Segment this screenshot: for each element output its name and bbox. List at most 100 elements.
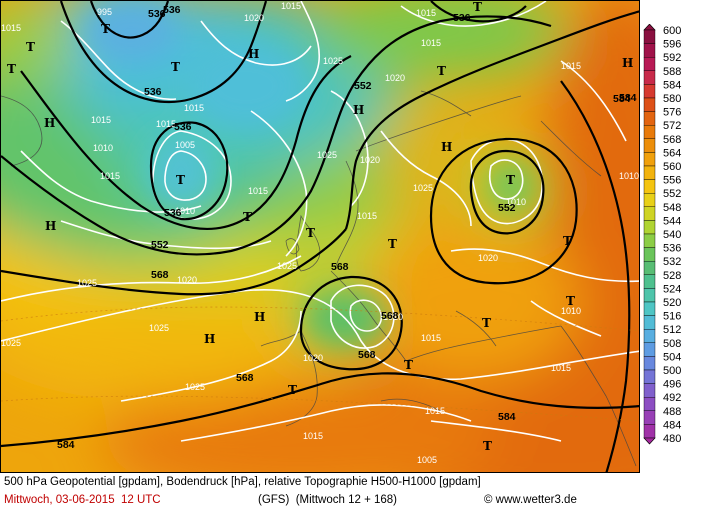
pressure-label: 1010 (619, 171, 639, 181)
legend-swatch (643, 288, 656, 303)
geopotential-label: 552 (498, 202, 516, 214)
geopotential-label: 568 (358, 349, 376, 361)
high-pressure-marker: H (353, 103, 364, 117)
geopotential-label: 584 (613, 93, 631, 105)
legend-label: 504 (663, 351, 681, 363)
low-pressure-marker: T (482, 316, 491, 330)
source-credit: © www.wetter3.de (484, 494, 577, 506)
geopotential-label: 552 (151, 239, 169, 251)
geopotential-label: 584 (498, 411, 516, 423)
legend-label: 564 (663, 147, 681, 159)
pressure-system-markers: T T T T T T H H H H H H H T T T T T T T … (7, 1, 633, 453)
legend-label: 544 (663, 215, 681, 227)
legend-swatch (643, 70, 656, 85)
legend-label: 536 (663, 243, 681, 255)
legend-top-arrow (643, 23, 656, 31)
pressure-label: 995 (97, 7, 112, 17)
geopotential-label: 536 (144, 86, 162, 98)
pressure-label: 1025 (277, 261, 297, 271)
low-pressure-marker: T (437, 64, 446, 78)
low-pressure-marker: T (176, 173, 185, 187)
pressure-label: 1015 (248, 186, 268, 196)
legend-label: 592 (663, 52, 681, 64)
pressure-label: 1015 (1, 23, 21, 33)
pressure-label: 1020 (360, 155, 380, 165)
geopotential-label: 536 (174, 121, 192, 133)
pressure-label: 1005 (417, 455, 437, 465)
pressure-label: 1025 (413, 183, 433, 193)
pressure-label: 1015 (156, 119, 176, 129)
pressure-label: 1015 (91, 115, 111, 125)
legend-swatch (643, 124, 656, 139)
legend-swatch (643, 301, 656, 316)
low-pressure-marker: T (473, 1, 482, 14)
high-pressure-marker: H (248, 47, 259, 61)
legend-swatch (643, 84, 656, 99)
pressure-label: 1020 (244, 13, 264, 23)
legend-label: 548 (663, 202, 681, 214)
forecast-date: Mittwoch, 03-06-2015 12 UTC (4, 494, 161, 506)
pressure-label: 1015 (421, 333, 441, 343)
low-pressure-marker: T (26, 40, 35, 54)
high-pressure-marker: H (441, 140, 452, 154)
pressure-label: 1015 (561, 61, 581, 71)
pressure-label: 1015 (425, 406, 445, 416)
low-pressure-marker: T (306, 226, 315, 240)
legend-swatch (643, 274, 656, 289)
geopotential-label: 536 (163, 4, 181, 16)
pressure-label: 1015 (303, 431, 323, 441)
pressure-label: 1020 (478, 253, 498, 263)
pressure-label: 1010 (561, 306, 581, 316)
low-pressure-marker: T (563, 234, 572, 248)
low-pressure-marker: T (483, 439, 492, 453)
high-pressure-marker: H (44, 116, 55, 130)
caption-bar: 500 hPa Geopotential [gpdam], Bodendruck… (0, 474, 704, 513)
low-pressure-marker: T (101, 22, 110, 36)
low-pressure-marker: T (288, 383, 297, 397)
weather-map: 995 1020 1025 1015 1005 1010 1025 1015 1… (0, 0, 640, 473)
legend-label: 532 (663, 256, 681, 268)
pressure-label: 1015 (357, 211, 377, 221)
high-pressure-marker: H (254, 310, 265, 324)
legend-label: 600 (663, 25, 681, 37)
pressure-label: 1010 (506, 197, 526, 207)
pressure-label: 1025 (77, 278, 97, 288)
pressure-label: 1020 (177, 275, 197, 285)
legend-label: 500 (663, 365, 681, 377)
legend-swatch (643, 165, 656, 180)
pressure-label: 1015 (416, 8, 436, 18)
model-run-info: (GFS) (Mittwoch 12 + 168) (258, 494, 397, 506)
color-scale-legend: 600 596 592 588 584 580 576 572 568 564 560 556 552 5… (642, 23, 704, 459)
legend-swatch (643, 410, 656, 425)
coastlines (1, 90, 637, 467)
pressure-label: 1010 (175, 206, 195, 216)
legend-swatch (643, 233, 656, 248)
pressure-label: 1010 (383, 312, 403, 322)
low-pressure-marker: T (7, 62, 16, 76)
pressure-label: 1025 (1, 338, 21, 348)
legend-label: 492 (663, 392, 681, 404)
legend-swatch (643, 179, 656, 194)
pressure-label: 1015 (281, 1, 301, 11)
geopotential-label: 568 (151, 269, 169, 281)
pressure-label: 1015 (421, 38, 441, 48)
legend-label: 576 (663, 107, 681, 119)
legend-swatch (643, 342, 656, 357)
geopotential-label: 568 (331, 261, 349, 273)
weather-map-canvas: 995 1020 1025 1015 1005 1010 1025 1015 1… (1, 1, 639, 472)
legend-label: 508 (663, 338, 681, 350)
low-pressure-marker: T (243, 210, 252, 224)
legend-label: 520 (663, 297, 681, 309)
legend-label: 480 (663, 433, 681, 445)
pressure-label: 1020 (385, 73, 405, 83)
pressure-label: 1015 (100, 171, 120, 181)
pressure-label: 1005 (175, 140, 195, 150)
legend-swatch (643, 369, 656, 384)
legend-swatch (643, 315, 656, 330)
pressure-label: 1020 (303, 353, 323, 363)
legend-swatch (643, 356, 656, 371)
legend-swatch (643, 383, 656, 398)
legend-swatch (643, 220, 656, 235)
legend-bottom-arrow (643, 437, 656, 445)
